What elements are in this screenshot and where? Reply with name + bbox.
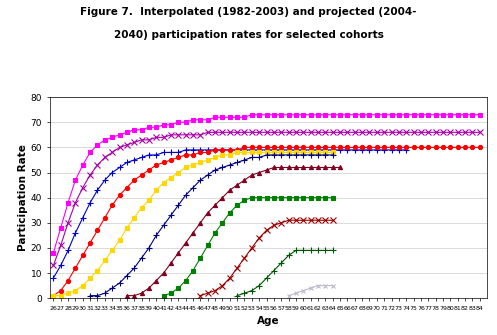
Text: Figure 7.  Interpolated (1982-2003) and projected (2004-: Figure 7. Interpolated (1982-2003) and p… <box>80 7 417 17</box>
Text: 2040) participation rates for selected cohorts: 2040) participation rates for selected c… <box>113 30 384 40</box>
X-axis label: Age: Age <box>257 316 280 326</box>
Y-axis label: Participation Rate: Participation Rate <box>18 144 28 251</box>
